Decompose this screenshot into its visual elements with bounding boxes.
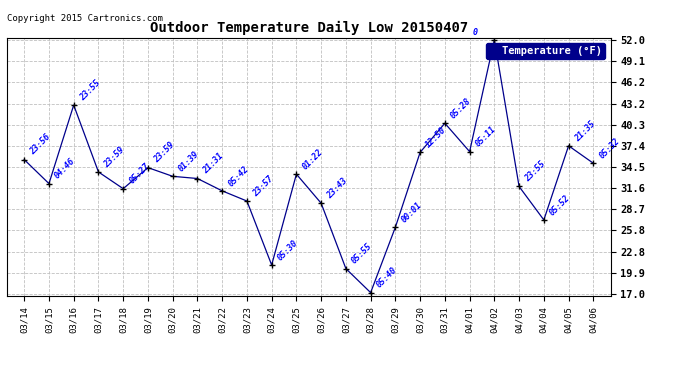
Text: 23:59: 23:59 (103, 145, 127, 169)
Text: 05:32: 05:32 (598, 136, 622, 160)
Text: 01:39: 01:39 (177, 150, 201, 174)
Text: 04:46: 04:46 (53, 157, 77, 181)
Text: 05:52: 05:52 (548, 193, 572, 217)
Text: 21:35: 21:35 (573, 119, 597, 143)
Text: 05:27: 05:27 (128, 162, 151, 186)
Text: 23:55: 23:55 (78, 78, 102, 102)
Text: 05:30: 05:30 (276, 238, 300, 262)
Text: 23:55: 23:55 (523, 160, 547, 184)
Text: 05:28: 05:28 (449, 96, 473, 120)
Legend: Temperature (°F): Temperature (°F) (486, 43, 605, 59)
Text: 05:42: 05:42 (226, 164, 250, 188)
Text: 05:40: 05:40 (375, 266, 399, 290)
Text: 00:01: 00:01 (400, 200, 424, 224)
Title: Outdoor Temperature Daily Low 20150407: Outdoor Temperature Daily Low 20150407 (150, 21, 468, 35)
Text: 21:31: 21:31 (201, 152, 226, 176)
Text: 01:22: 01:22 (301, 147, 324, 171)
Text: 23:56: 23:56 (28, 133, 52, 157)
Text: 05:11: 05:11 (474, 125, 497, 149)
Text: Copyright 2015 Cartronics.com: Copyright 2015 Cartronics.com (7, 14, 163, 23)
Text: 05:55: 05:55 (350, 242, 374, 266)
Text: 23:59: 23:59 (152, 141, 176, 165)
Text: 0: 0 (473, 28, 477, 37)
Text: 23:57: 23:57 (251, 174, 275, 198)
Text: 23:43: 23:43 (325, 176, 349, 201)
Text: 12:50: 12:50 (424, 126, 448, 150)
